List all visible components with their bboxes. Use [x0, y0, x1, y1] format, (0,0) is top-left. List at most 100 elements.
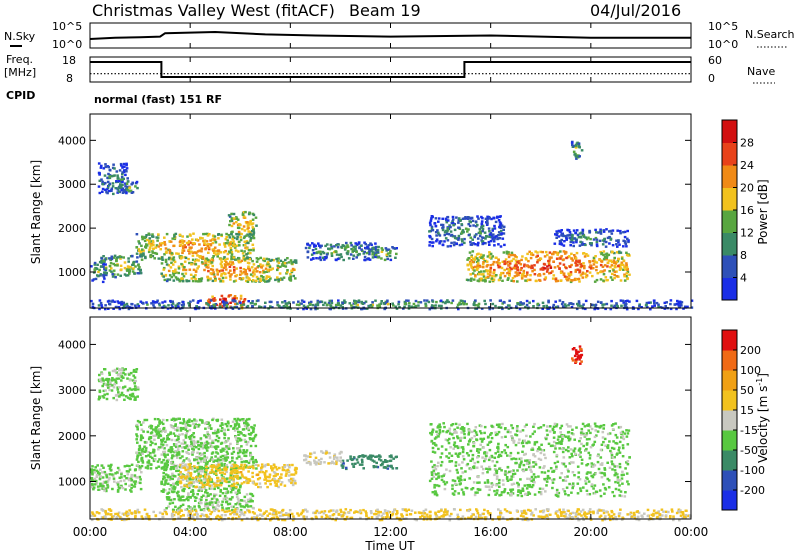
echo-cell — [657, 303, 660, 306]
echo-cell — [255, 275, 259, 279]
echo-cell — [516, 302, 519, 306]
echo-cell — [217, 486, 220, 490]
echo-cell — [242, 211, 246, 214]
echo-cell — [221, 468, 224, 471]
echo-cell — [225, 480, 228, 483]
echo-cell — [189, 444, 192, 448]
echo-cell — [575, 142, 579, 145]
echo-cell — [138, 466, 142, 469]
echo-cell — [602, 424, 606, 427]
echo-cell — [386, 257, 389, 261]
echo-cell — [117, 190, 121, 193]
echo-cell — [363, 255, 367, 259]
echo-cell — [236, 477, 240, 480]
echo-cell — [532, 305, 535, 308]
echo-cell — [137, 249, 141, 252]
echo-cell — [363, 307, 367, 310]
echo-cell — [196, 493, 199, 496]
echo-cell — [424, 304, 428, 308]
echo-cell — [228, 215, 232, 218]
echo-cell — [225, 305, 229, 309]
echo-cell — [182, 426, 186, 430]
echo-cell — [640, 306, 643, 309]
echo-cell — [460, 231, 464, 235]
echo-cell — [197, 447, 201, 451]
echo-cell — [240, 445, 243, 448]
echo-cell — [151, 300, 155, 303]
echo-cell — [673, 303, 677, 306]
echo-cell — [485, 260, 489, 263]
echo-cell — [363, 241, 366, 244]
echo-cell — [461, 450, 465, 454]
echo-cell — [441, 228, 445, 232]
echo-cell — [182, 303, 185, 306]
echo-cell — [204, 259, 207, 263]
echo-cell — [680, 301, 684, 304]
echo-cell — [565, 277, 568, 281]
echo-cell — [663, 301, 667, 305]
echo-cell — [177, 265, 181, 268]
echo-cell — [199, 460, 203, 463]
echo-cell — [564, 234, 568, 238]
echo-cell — [298, 303, 301, 307]
echo-cell — [604, 245, 608, 248]
echo-cell — [182, 268, 185, 271]
echo-cell — [365, 251, 369, 255]
echo-cell — [279, 483, 283, 486]
echo-cell — [334, 258, 338, 261]
echo-cell — [234, 469, 237, 472]
echo-cell — [220, 429, 223, 433]
echo-cell — [512, 257, 515, 261]
echo-cell — [232, 217, 236, 220]
echo-cell — [190, 484, 193, 487]
echo-cell — [516, 266, 519, 269]
echo-cell — [154, 434, 157, 437]
echo-cell — [250, 229, 254, 233]
echo-cell — [123, 266, 127, 270]
echo-cell — [118, 255, 122, 258]
echo-cell — [513, 254, 516, 257]
echo-cell — [644, 304, 648, 307]
cpid-value: normal (fast) 151 RF — [94, 93, 222, 106]
echo-cell — [522, 302, 525, 305]
echo-cell — [131, 182, 135, 185]
echo-cell — [354, 242, 357, 245]
echo-cell — [543, 255, 547, 258]
echo-cell — [478, 234, 482, 238]
echo-cell — [133, 380, 136, 384]
echo-cell — [105, 397, 109, 401]
echo-cell — [554, 278, 558, 281]
echo-cell — [294, 259, 298, 262]
echo-cell — [586, 270, 589, 273]
echo-cell — [479, 232, 482, 235]
echo-cell — [468, 260, 472, 264]
echo-cell — [243, 438, 247, 442]
echo-cell — [114, 187, 118, 190]
echo-cell — [517, 490, 520, 493]
echo-cell — [113, 378, 116, 381]
echo-cell — [291, 483, 295, 487]
echo-cell — [370, 250, 374, 253]
echo-cell — [103, 277, 106, 280]
echo-cell — [206, 431, 209, 434]
echo-cell — [181, 455, 184, 458]
echo-cell — [209, 458, 213, 461]
echo-cell — [220, 272, 223, 276]
echo-cell — [488, 243, 491, 246]
echo-cell — [669, 302, 672, 306]
echo-cell — [117, 377, 121, 380]
echo-cell — [203, 239, 207, 242]
echo-cell — [309, 463, 312, 466]
echo-cell — [167, 438, 171, 441]
echo-cell — [320, 457, 323, 461]
echo-cell — [380, 250, 384, 253]
echo-cell — [451, 215, 455, 219]
echo-cell — [567, 304, 570, 307]
echo-cell — [172, 259, 176, 262]
echo-cell — [598, 230, 602, 234]
echo-cell — [192, 422, 195, 426]
echo-cell — [379, 463, 383, 467]
echo-cell — [112, 396, 115, 400]
echo-region-13 — [570, 140, 584, 160]
echo-cell — [97, 270, 100, 274]
